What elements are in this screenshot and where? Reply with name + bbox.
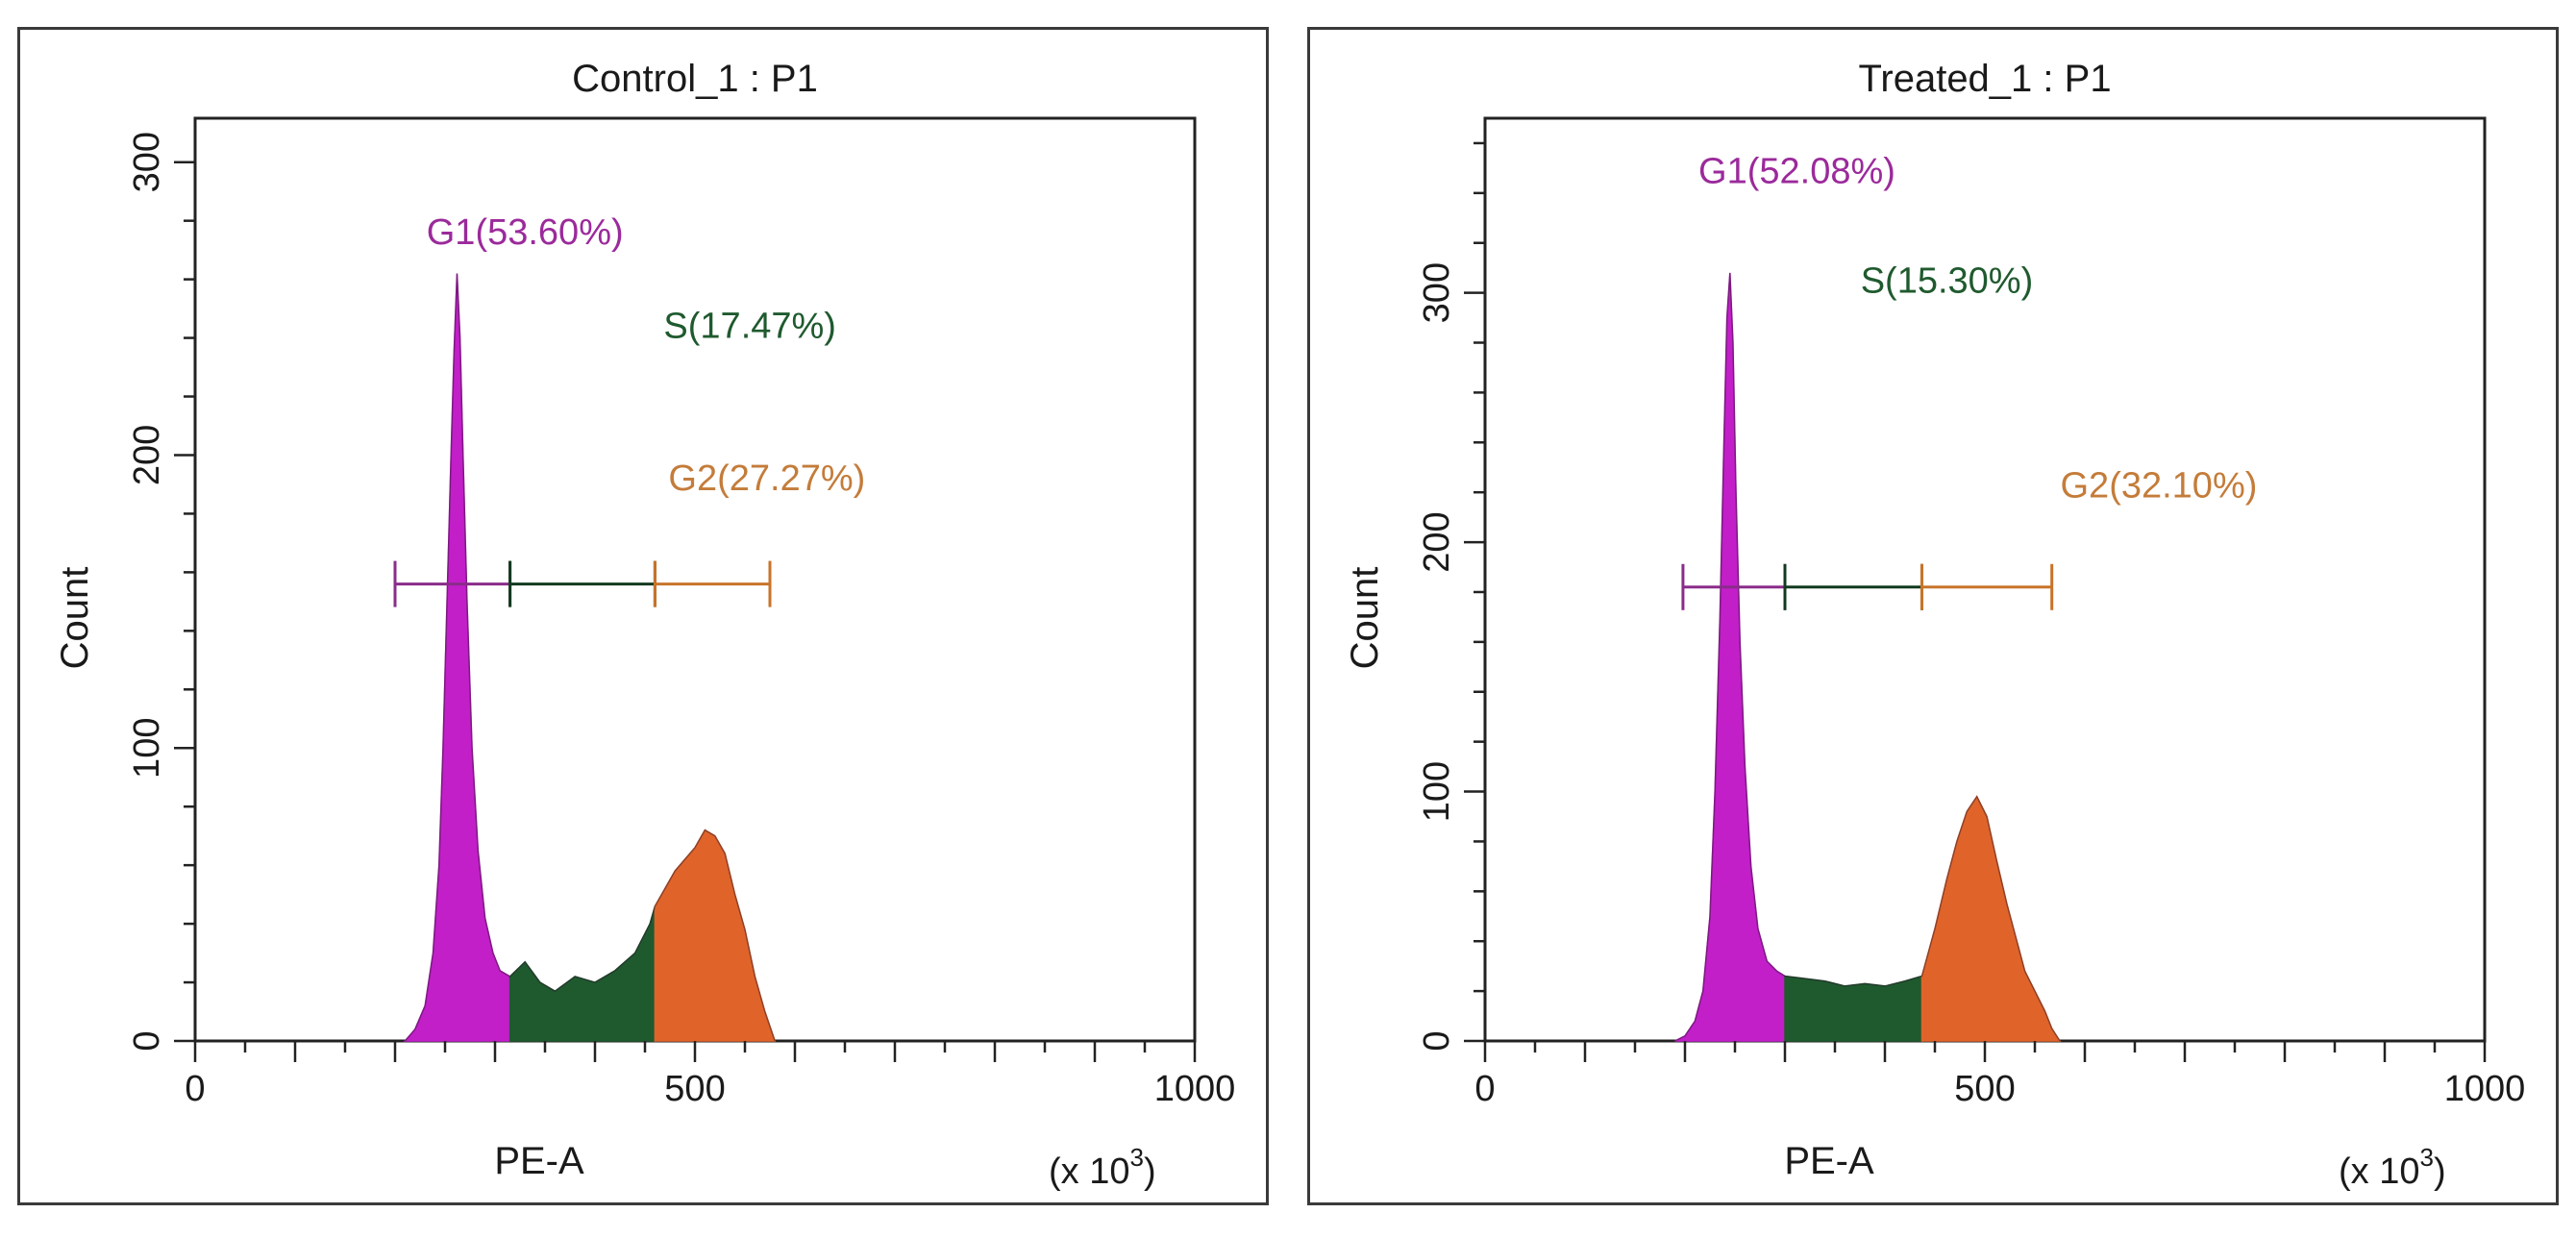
x-multiplier-close: ) — [2434, 1151, 2446, 1192]
x-tick-label: 500 — [664, 1069, 725, 1109]
x-tick-label: 0 — [185, 1069, 205, 1109]
y-tick-label: 200 — [1417, 511, 1457, 572]
x-multiplier-base: (x 10 — [1049, 1151, 1129, 1192]
gate-label-s: S(15.30%) — [1861, 261, 2034, 302]
y-tick-label-group: 300 — [127, 132, 167, 192]
histogram-outline — [404, 273, 776, 1042]
x-tick-label: 1000 — [1154, 1069, 1236, 1109]
x-multiplier-close: ) — [1144, 1151, 1156, 1192]
histogram-panel-treated: Treated_1 : P1 G1(52.08%) S(15.30%) G2(32.1… — [1307, 27, 2559, 1205]
x-multiplier-label: (x 103) — [2339, 1143, 2446, 1192]
y-tick-label-group: 0 — [127, 1030, 167, 1051]
histogram-outline — [1674, 272, 2061, 1042]
chart-title: Treated_1 : P1 — [1858, 58, 2111, 100]
y-tick-label-group: 100 — [127, 718, 167, 779]
y-axis-label-group: Count — [1344, 567, 1386, 670]
gate-label-g2: G2(32.10%) — [2061, 465, 2258, 506]
y-axis-label: Count — [54, 567, 96, 670]
y-tick-label: 0 — [1417, 1030, 1457, 1051]
chart-control: Control_1 : P1 G1(53.60%) S(17.47%) G2(27.2… — [54, 58, 1236, 1192]
y-tick-label-group: 0 — [1417, 1030, 1457, 1051]
histogram-panel-control: Control_1 : P1 G1(53.60%) S(17.47%) G2(27.2… — [17, 27, 1269, 1205]
histogram-area-s — [1784, 975, 1923, 1042]
x-axis-label: PE-A — [1784, 1140, 1874, 1182]
histogram-area-g2 — [654, 829, 777, 1042]
histogram-area-g2 — [1920, 795, 2062, 1042]
x-multiplier-exponent: 3 — [2419, 1143, 2433, 1172]
y-tick-label: 300 — [127, 132, 167, 192]
y-tick-label-group: 300 — [1417, 262, 1457, 323]
x-tick-label: 1000 — [2444, 1069, 2526, 1109]
y-tick-label: 200 — [127, 425, 167, 485]
x-tick-label: 500 — [1954, 1069, 2015, 1109]
gate-label-g1: G1(52.08%) — [1698, 151, 1895, 191]
y-tick-label: 100 — [127, 718, 167, 779]
x-tick-label: 0 — [1474, 1069, 1495, 1109]
gate-label-g1: G1(53.60%) — [427, 212, 624, 253]
gate-label-s: S(17.47%) — [663, 307, 836, 347]
x-axis-label: PE-A — [494, 1140, 584, 1182]
y-tick-label-group: 200 — [1417, 511, 1457, 572]
histogram-area-g1 — [403, 273, 511, 1042]
y-axis-label: Count — [1344, 567, 1386, 670]
y-tick-label-group: 100 — [1417, 761, 1457, 822]
x-multiplier-label: (x 103) — [1049, 1143, 1156, 1192]
histogram-area-s — [508, 905, 656, 1042]
y-axis-label-group: Count — [54, 567, 96, 670]
y-tick-label-group: 200 — [127, 425, 167, 485]
histogram-area-g1 — [1674, 272, 1786, 1042]
chart-title: Control_1 : P1 — [572, 58, 818, 100]
x-multiplier-exponent: 3 — [1129, 1143, 1143, 1172]
y-tick-label: 300 — [1417, 262, 1457, 323]
y-tick-label: 100 — [1417, 761, 1457, 822]
chart-treated: Treated_1 : P1 G1(52.08%) S(15.30%) G2(32.1… — [1344, 58, 2526, 1192]
x-multiplier-base: (x 10 — [2339, 1151, 2419, 1192]
y-tick-label: 0 — [127, 1030, 167, 1051]
gate-label-g2: G2(27.27%) — [668, 458, 865, 499]
